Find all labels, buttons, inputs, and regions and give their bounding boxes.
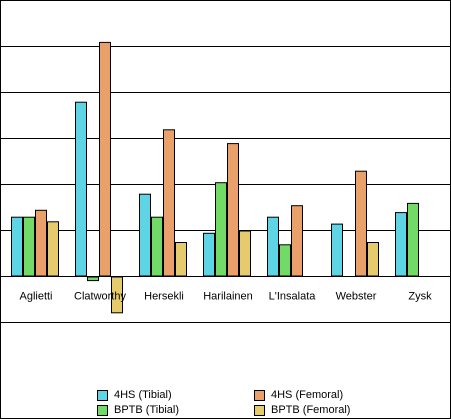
legend-swatch-4hs-femoral	[254, 389, 265, 401]
x-tick-label: Hersekli	[144, 291, 184, 303]
bar-chart: Aglietti Clatworthy Hersekli Harilainen L'In…	[0, 41, 451, 323]
bar	[367, 242, 379, 277]
x-tick-label: Clatworthy	[74, 291, 126, 303]
legend-label-bptb-femoral: BPTB (Femoral)	[271, 404, 351, 416]
bar	[267, 216, 279, 277]
bar	[151, 216, 163, 277]
legend-swatch-bptb-tibial	[97, 404, 108, 416]
bar	[99, 41, 111, 277]
x-tick-label: Aglietti	[19, 291, 52, 303]
x-tick-label: Zysk	[408, 291, 432, 303]
bar	[23, 216, 35, 277]
bar	[163, 129, 175, 277]
legend-swatch-4hs-tibial	[97, 389, 108, 401]
bar	[215, 182, 227, 277]
bar	[47, 221, 59, 277]
x-tick-label: L'Insalata	[269, 291, 317, 303]
bar	[279, 244, 291, 277]
legend-label-4hs-femoral: 4HS (Femoral)	[271, 389, 344, 401]
bar	[87, 276, 99, 282]
legend-item-bptb-femoral: BPTB (Femoral)	[254, 404, 350, 416]
legend-item-4hs-tibial: 4HS (Tibial)	[97, 389, 172, 401]
x-tick-label: Webster	[336, 291, 377, 303]
legend-item-4hs-femoral: 4HS (Femoral)	[254, 389, 343, 401]
bar	[291, 205, 303, 277]
x-tick-label: Harilainen	[203, 291, 253, 303]
bar	[139, 193, 151, 277]
bar	[75, 101, 87, 277]
bar	[203, 232, 215, 277]
bar	[239, 230, 251, 277]
legend-label-bptb-tibial: BPTB (Tibial)	[114, 404, 179, 416]
bar	[35, 209, 47, 277]
bar	[355, 170, 367, 277]
bar	[175, 242, 187, 277]
legend-label-4hs-tibial: 4HS (Tibial)	[114, 389, 172, 401]
legend-item-bptb-tibial: BPTB (Tibial)	[97, 404, 179, 416]
bar	[395, 212, 407, 277]
legend-swatch-bptb-femoral	[254, 404, 265, 416]
bar	[11, 216, 23, 277]
legend: 4HS (Tibial) BPTB (Tibial) 4HS (Femoral)…	[0, 384, 451, 418]
bar	[331, 223, 343, 277]
bar	[407, 202, 419, 277]
bar	[227, 143, 239, 277]
